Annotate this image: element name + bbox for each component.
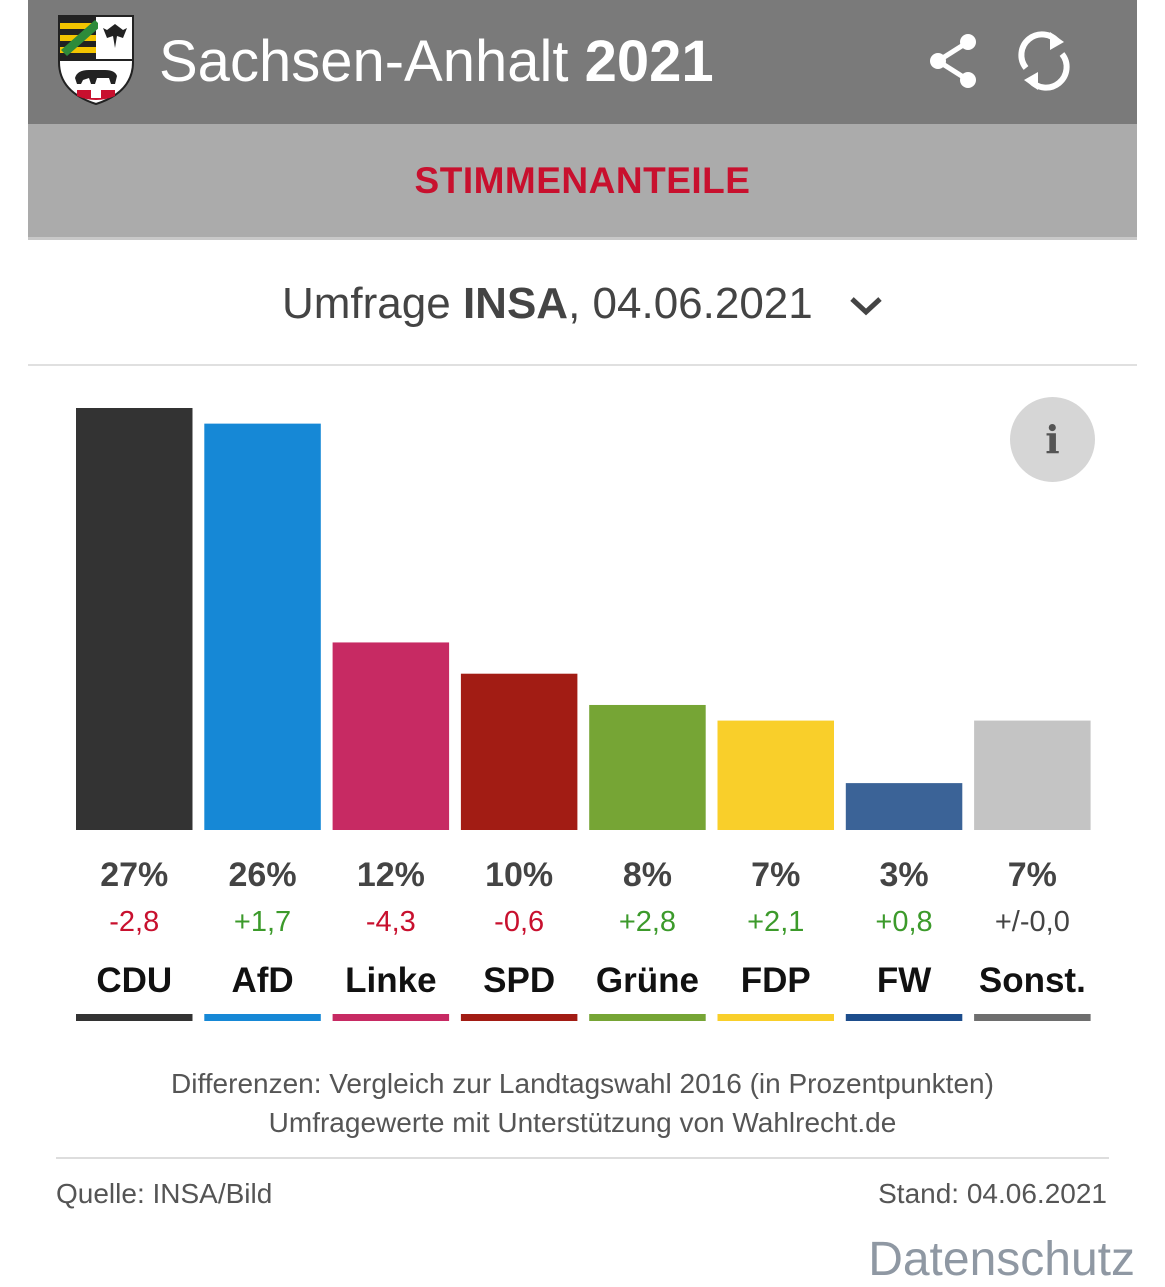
party-label: FDP bbox=[741, 961, 811, 1000]
section-bar: STIMMENANTEILE bbox=[28, 124, 1137, 240]
party-underline bbox=[204, 1014, 321, 1021]
party-underline bbox=[589, 1014, 706, 1021]
poll-selector[interactable]: Umfrage INSA, 04.06.2021 bbox=[28, 243, 1137, 366]
difference-label: -4,3 bbox=[366, 906, 416, 938]
bar-6 bbox=[717, 720, 834, 830]
coat-of-arms-icon bbox=[58, 15, 134, 106]
poll-label: Umfrage INSA, 04.06.2021 bbox=[28, 279, 1137, 329]
party-label: AfD bbox=[231, 961, 293, 1000]
title-main: Sachsen-Anhalt bbox=[159, 29, 569, 94]
footer-divider bbox=[56, 1157, 1109, 1159]
bar-3 bbox=[332, 642, 450, 830]
difference-label: +1,7 bbox=[234, 906, 291, 938]
value-label: 3% bbox=[879, 856, 928, 894]
difference-label: +2,1 bbox=[747, 906, 804, 938]
stand-label: Stand: 04.06.2021 bbox=[878, 1178, 1107, 1209]
poll-date: , 04.06.2021 bbox=[568, 279, 813, 328]
difference-note: Differenzen: Vergleich zur Landtagswahl … bbox=[171, 1068, 994, 1099]
difference-label: +/-0,0 bbox=[995, 906, 1070, 938]
poll-prefix: Umfrage bbox=[282, 279, 451, 328]
bar-1 bbox=[76, 408, 193, 830]
refresh-button[interactable] bbox=[1014, 28, 1074, 94]
difference-label: -2,8 bbox=[109, 906, 159, 938]
difference-label: +0,8 bbox=[875, 906, 932, 938]
refresh-icon bbox=[1018, 31, 1070, 91]
poll-institute: INSA bbox=[462, 279, 569, 328]
party-label: Grüne bbox=[596, 961, 699, 1000]
party-underline bbox=[76, 1014, 193, 1021]
page-title: Sachsen-Anhalt 2021 bbox=[159, 30, 714, 94]
bar-8 bbox=[974, 720, 1091, 830]
party-label: Linke bbox=[345, 961, 436, 1000]
party-underline bbox=[717, 1014, 834, 1021]
support-note: Umfragewerte mit Unterstützung von Wahlr… bbox=[268, 1107, 897, 1138]
bar-2 bbox=[204, 423, 321, 830]
bar-4 bbox=[460, 673, 578, 830]
party-underline bbox=[845, 1014, 963, 1021]
party-underline bbox=[332, 1014, 450, 1021]
app-header: Sachsen-Anhalt 2021 bbox=[28, 0, 1137, 124]
party-label: SPD bbox=[483, 961, 555, 1000]
section-title: STIMMENANTEILE bbox=[414, 160, 751, 201]
vote-share-chart: 27% -2,8 CDU 26% +1,7 AfD 12% -4,3 Linke 10% -0,6 S… bbox=[76, 408, 1091, 1021]
party-label: CDU bbox=[96, 961, 172, 1000]
value-label: 26% bbox=[229, 856, 297, 894]
value-label: 10% bbox=[485, 856, 553, 894]
share-icon bbox=[930, 34, 976, 88]
source-label: Quelle: INSA/Bild bbox=[56, 1178, 273, 1209]
party-underline bbox=[974, 1014, 1091, 1021]
value-label: 27% bbox=[100, 856, 168, 894]
share-button[interactable] bbox=[924, 28, 984, 94]
difference-label: +2,8 bbox=[619, 906, 676, 938]
bar-5 bbox=[589, 704, 706, 830]
value-label: 8% bbox=[623, 856, 672, 894]
party-label: Sonst. bbox=[979, 961, 1086, 1000]
info-button[interactable]: i bbox=[1010, 397, 1095, 482]
app-frame: Sachsen-Anhalt 2021 STIMMENANTEILE bbox=[28, 0, 1137, 1286]
difference-label: -0,6 bbox=[494, 906, 544, 938]
privacy-link[interactable]: Datenschutz bbox=[868, 1233, 1135, 1286]
chevron-down-icon bbox=[850, 297, 882, 316]
title-year: 2021 bbox=[584, 29, 714, 94]
party-underline bbox=[460, 1014, 578, 1021]
party-label: FW bbox=[877, 961, 931, 1000]
value-label: 12% bbox=[357, 856, 425, 894]
bar-7 bbox=[845, 783, 963, 830]
value-label: 7% bbox=[751, 856, 800, 894]
value-label: 7% bbox=[1008, 856, 1057, 894]
